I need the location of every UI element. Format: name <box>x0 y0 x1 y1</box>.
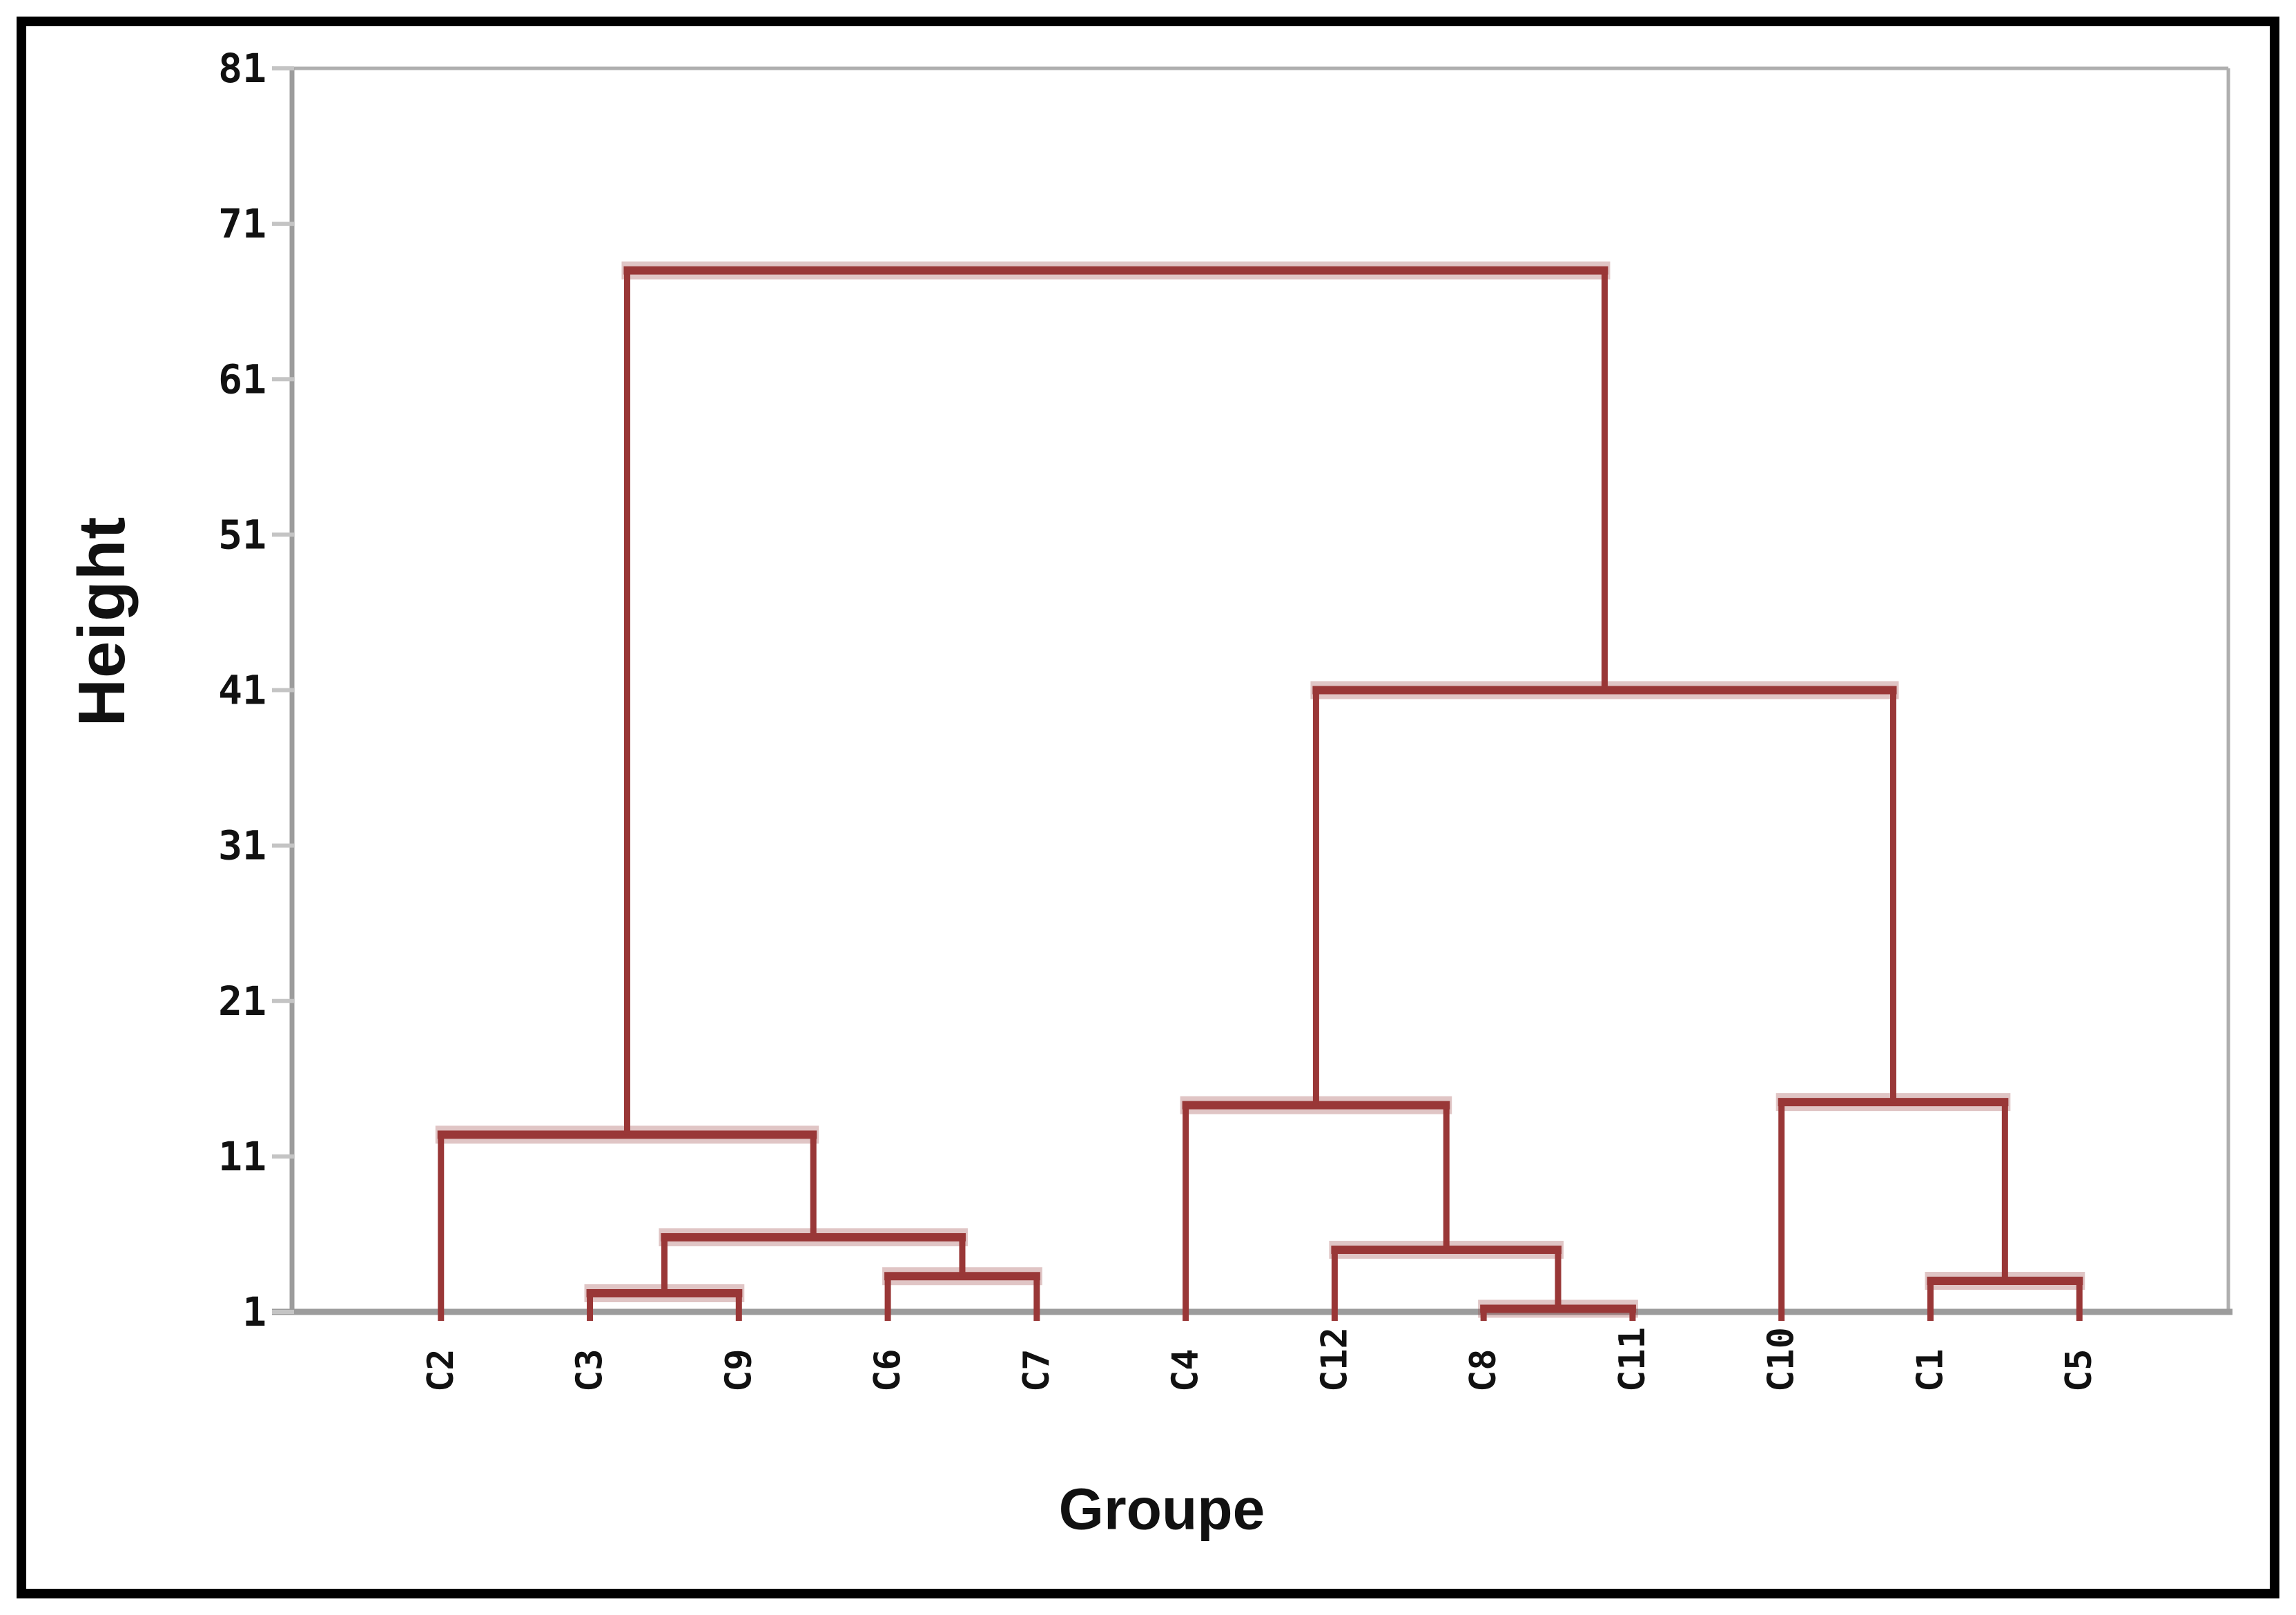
leaf-label: C11 <box>1612 1327 1653 1392</box>
y-tick-label: 11 <box>218 1133 266 1180</box>
leaf-label: C8 <box>1463 1348 1504 1392</box>
leaf-label: C12 <box>1314 1327 1355 1392</box>
leaf-label: C5 <box>2059 1348 2100 1392</box>
y-tick-label: 21 <box>218 978 266 1025</box>
y-tick-label: 51 <box>218 511 266 558</box>
leaf-label: C9 <box>718 1348 759 1392</box>
y-tick-label: 81 <box>218 45 266 92</box>
y-tick-label: 41 <box>218 667 266 714</box>
y-tick-label: 31 <box>218 822 266 869</box>
leaf-label: C7 <box>1016 1348 1058 1392</box>
y-tick-label: 71 <box>218 200 266 247</box>
leaf-label: C10 <box>1761 1327 1802 1392</box>
x-axis-title: Groupe <box>1058 1476 1265 1542</box>
leaf-label: C1 <box>1909 1348 1951 1392</box>
leaf-label: C6 <box>867 1348 908 1392</box>
y-axis-title: Height <box>65 516 139 727</box>
y-tick-label: 1 <box>242 1288 266 1335</box>
leaf-label: C3 <box>570 1348 611 1392</box>
leaf-label: C4 <box>1165 1348 1207 1392</box>
y-tick-label: 61 <box>218 356 266 403</box>
leaf-label: C2 <box>420 1348 462 1392</box>
